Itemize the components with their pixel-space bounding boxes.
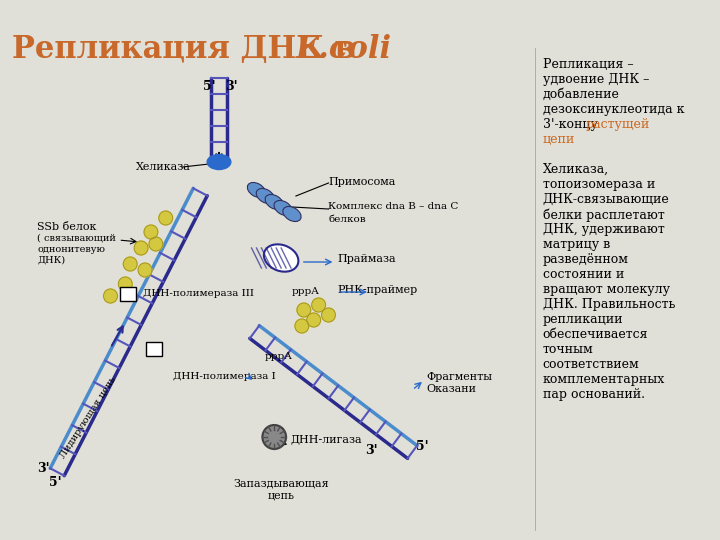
Text: pppA: pppA (264, 352, 292, 361)
Text: Оказани: Оказани (426, 384, 476, 394)
Text: pppA: pppA (292, 287, 320, 296)
Text: Праймаза: Праймаза (338, 254, 396, 264)
Text: Запаздывающая: Запаздывающая (233, 478, 329, 488)
Text: 5': 5' (416, 441, 429, 454)
Circle shape (123, 257, 137, 271)
Text: 5': 5' (203, 80, 216, 93)
Circle shape (104, 289, 117, 303)
Text: РНК-праймер: РНК-праймер (338, 285, 418, 295)
Circle shape (312, 298, 325, 312)
Text: 5': 5' (50, 476, 62, 489)
Text: Лидирующая цепь: Лидирующая цепь (58, 375, 117, 461)
Text: растущей: растущей (586, 118, 650, 131)
Text: ДНН-полимераза I: ДНН-полимераза I (173, 372, 275, 381)
Text: матрицу в: матрицу в (543, 238, 610, 251)
Text: р: р (150, 344, 158, 354)
Text: удвоение ДНК –: удвоение ДНК – (543, 73, 649, 86)
Text: р: р (125, 289, 132, 299)
Circle shape (295, 319, 309, 333)
Text: ДНК. Правильность: ДНК. Правильность (543, 298, 675, 311)
Text: однонитевую: однонитевую (37, 245, 106, 254)
Text: Репликация –: Репликация – (543, 58, 633, 71)
Text: точным: точным (543, 343, 593, 356)
Text: репликации: репликации (543, 313, 623, 326)
Text: Хеликаза,: Хеликаза, (543, 163, 608, 176)
Text: дезоксинуклеотида к: дезоксинуклеотида к (543, 103, 684, 116)
Bar (146, 342, 162, 356)
Text: E.coli: E.coli (296, 34, 392, 65)
Ellipse shape (265, 194, 284, 210)
Text: состоянии и: состоянии и (543, 268, 624, 281)
Text: топоизомераза и: топоизомераза и (543, 178, 654, 191)
Circle shape (297, 303, 311, 317)
Text: 3': 3' (365, 443, 377, 456)
Ellipse shape (248, 183, 266, 198)
Text: добавление: добавление (543, 88, 619, 101)
Text: Фрагменты: Фрагменты (426, 372, 492, 382)
Circle shape (322, 308, 336, 322)
Text: ( связывающий: ( связывающий (37, 234, 117, 243)
Text: ДНК): ДНК) (37, 256, 66, 265)
Text: Хеликаза: Хеликаза (136, 162, 191, 172)
Text: 3': 3' (225, 80, 238, 93)
Text: Примосома: Примосома (328, 177, 396, 187)
Text: белки расплетают: белки расплетают (543, 208, 665, 221)
Circle shape (134, 241, 148, 255)
Circle shape (118, 277, 132, 291)
Text: Комплекс dna B – dna C: Комплекс dna B – dna C (328, 202, 459, 211)
Text: ДНН-полимераза III: ДНН-полимераза III (143, 289, 254, 299)
Circle shape (149, 237, 163, 251)
Ellipse shape (283, 206, 301, 221)
Text: ДНК, удерживают: ДНК, удерживают (543, 223, 665, 236)
Text: разведённом: разведённом (543, 253, 629, 266)
Ellipse shape (256, 188, 274, 204)
Text: цепи: цепи (543, 133, 575, 146)
Circle shape (138, 263, 152, 277)
Circle shape (262, 425, 286, 449)
Text: цепь: цепь (268, 490, 294, 500)
Text: ДНК-связывающие: ДНК-связывающие (543, 193, 670, 206)
Text: SSb белок: SSb белок (37, 222, 97, 232)
Text: вращают молекулу: вращают молекулу (543, 283, 670, 296)
Text: комплементарных: комплементарных (543, 373, 665, 386)
Text: обеспечивается: обеспечивается (543, 328, 648, 341)
Bar (120, 287, 136, 301)
Circle shape (159, 211, 173, 225)
Ellipse shape (207, 154, 231, 170)
Circle shape (144, 225, 158, 239)
Circle shape (307, 313, 320, 327)
Text: 3': 3' (37, 462, 50, 475)
Ellipse shape (264, 244, 298, 272)
Text: 3'-концу: 3'-концу (543, 118, 601, 131)
Text: ДНН-лигаза: ДНН-лигаза (290, 434, 361, 444)
Ellipse shape (274, 200, 292, 215)
Text: пар оснований.: пар оснований. (543, 388, 644, 401)
Text: соответствием: соответствием (543, 358, 639, 371)
Text: белков: белков (328, 215, 366, 224)
Text: Репликация ДНК в: Репликация ДНК в (12, 34, 366, 65)
